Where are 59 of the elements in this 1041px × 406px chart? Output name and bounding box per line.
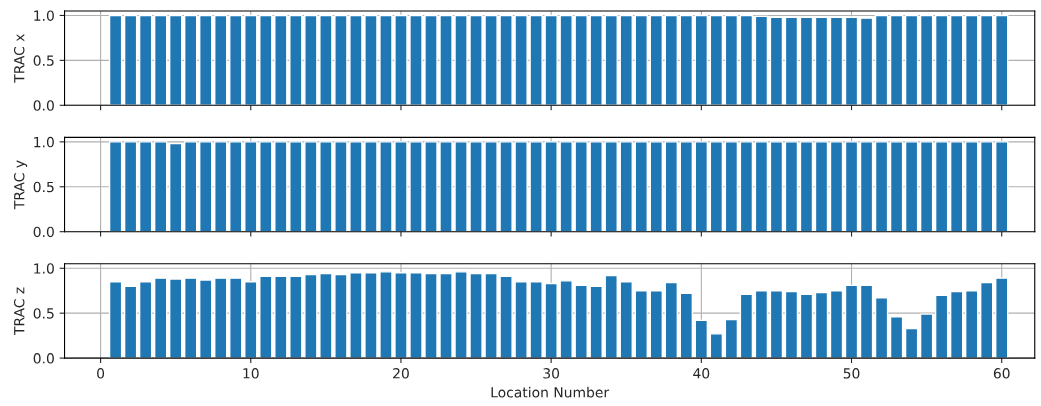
bar (844, 284, 859, 359)
y-tick-label: 0.5 (33, 308, 54, 319)
y-tick-label: 1.0 (34, 263, 54, 274)
bar (754, 290, 769, 359)
bar (904, 327, 919, 359)
bar (108, 281, 123, 359)
x-tick-label: 10 (243, 368, 259, 379)
bar (634, 290, 648, 359)
bar (979, 281, 994, 359)
x-tick-label: 40 (693, 368, 710, 379)
y-tick-label: 0.5 (33, 55, 54, 66)
y-tick-label: 1.0 (34, 10, 54, 21)
bar (649, 290, 663, 359)
bar (589, 285, 603, 359)
bar (694, 319, 709, 359)
bar (604, 274, 618, 359)
x-tick-label: 0 (97, 368, 105, 379)
bar (724, 318, 739, 359)
y-tick-label: 1.0 (34, 136, 54, 148)
bar (153, 277, 168, 359)
bar (619, 281, 633, 359)
y-tick-label: 0.5 (33, 181, 54, 193)
bar (709, 333, 724, 359)
bar (199, 279, 213, 359)
bar (889, 316, 904, 359)
x-axis-title: Location Number (491, 386, 610, 398)
x-tick-label: 60 (993, 368, 1010, 379)
bar (874, 297, 889, 359)
y-axis-title: TRAC z (13, 287, 25, 336)
bar (934, 294, 949, 359)
y-tick-label: 0.0 (33, 353, 54, 364)
bar (769, 290, 784, 359)
bar (995, 277, 1009, 359)
bar (679, 292, 694, 359)
x-tick-label: 30 (543, 368, 560, 379)
bar (664, 281, 679, 359)
bar (183, 277, 198, 359)
bar (244, 281, 258, 359)
bar (799, 293, 814, 359)
bar (123, 285, 138, 359)
bar (138, 281, 153, 359)
y-tick-label: 0.0 (33, 226, 54, 238)
bar (784, 290, 799, 359)
x-tick-label: 20 (393, 368, 409, 379)
bar (859, 284, 874, 359)
x-tick-label: 50 (843, 368, 860, 379)
bar (739, 293, 754, 359)
bar (168, 278, 183, 359)
bar (229, 277, 243, 359)
bar (829, 290, 844, 359)
bar (949, 290, 964, 359)
bar (964, 290, 979, 359)
y-axis-title: TRAC y (13, 160, 28, 210)
bar (919, 313, 934, 359)
bar (814, 291, 829, 359)
y-axis-title: TRAC x (13, 34, 25, 83)
bar (259, 275, 273, 359)
y-tick-label: 0.0 (33, 100, 54, 111)
bar (214, 277, 228, 359)
